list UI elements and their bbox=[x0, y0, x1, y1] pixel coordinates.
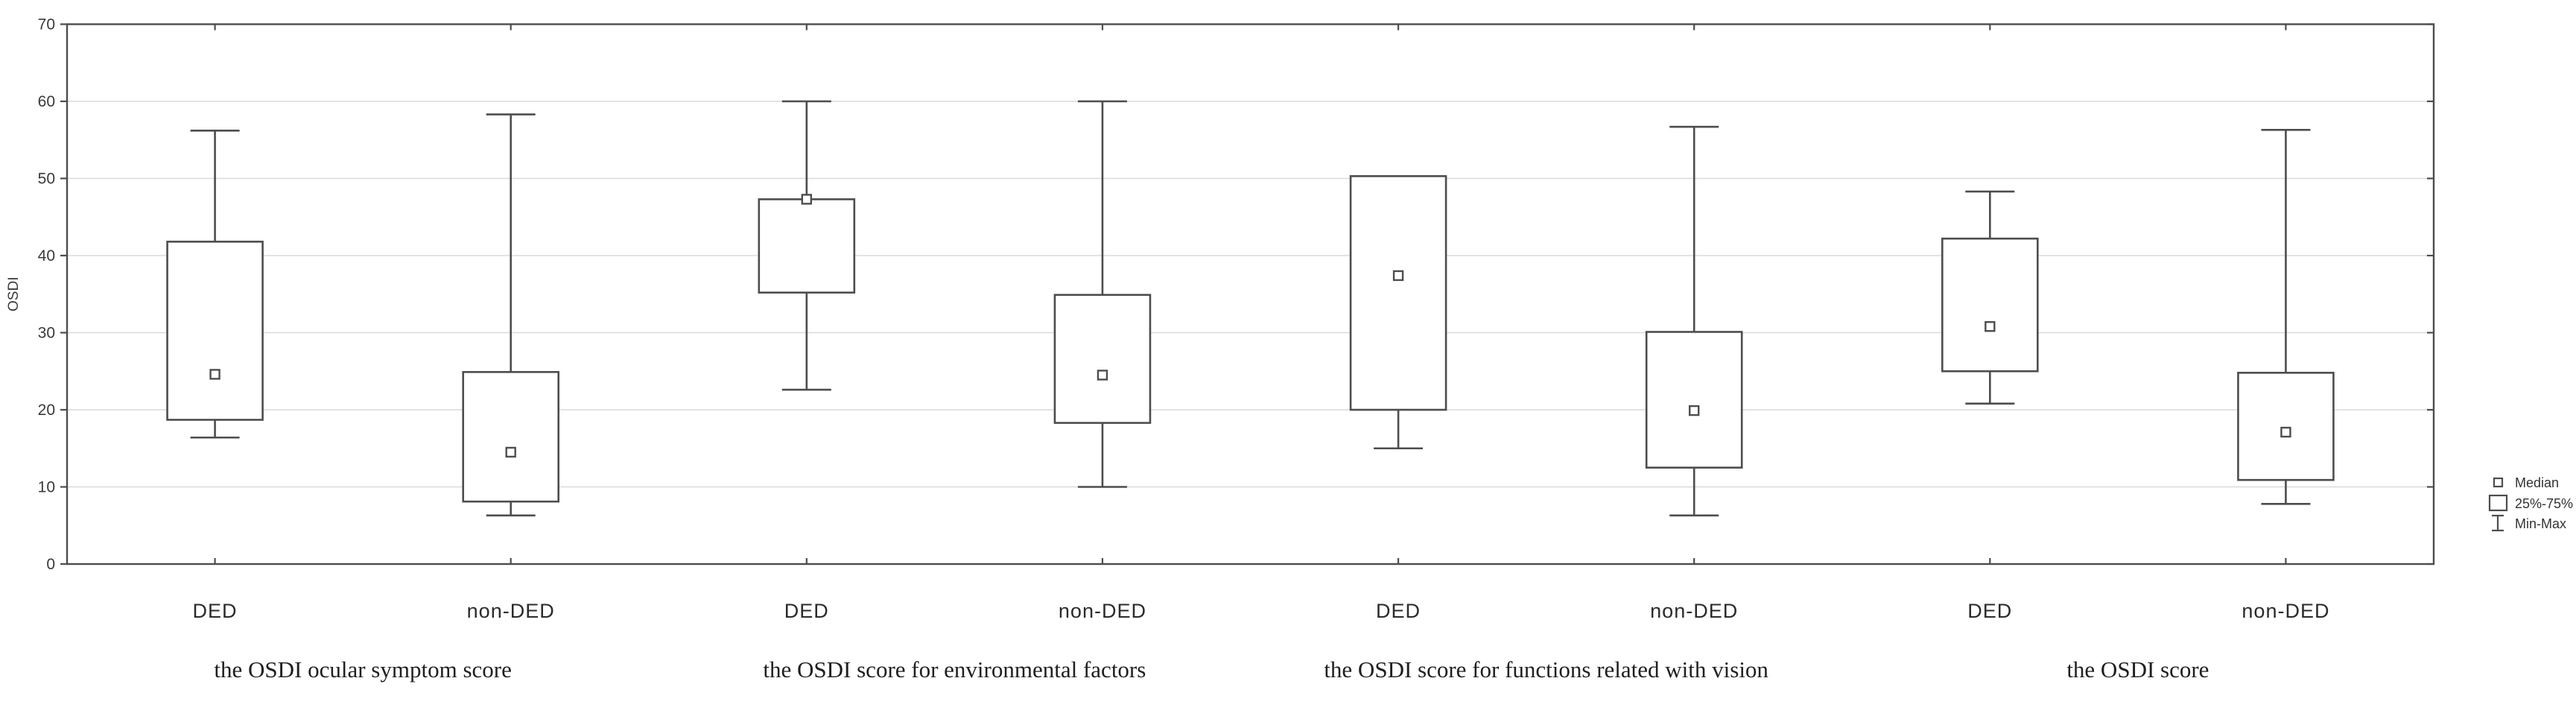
legend-iqr-label: 25%-75% bbox=[2515, 496, 2573, 511]
box-plot-ded-group4-iqr-box bbox=[1941, 237, 2039, 373]
category-label-6: non-DED bbox=[1650, 600, 1738, 622]
group-label-2: the OSDI score for environmental factors bbox=[763, 656, 1146, 682]
legend-iqr-icon bbox=[2488, 494, 2508, 512]
y-tick-label-40: 40 bbox=[38, 247, 55, 265]
group-label-1: the OSDI ocular symptom score bbox=[214, 656, 511, 682]
box-plot-ded-group1-median-marker bbox=[209, 369, 221, 380]
category-label-4: non-DED bbox=[1059, 600, 1146, 622]
category-label-2: non-DED bbox=[467, 600, 555, 622]
category-label-7: DED bbox=[1967, 600, 2012, 622]
box-plot-non-ded-group4-iqr-box bbox=[2237, 372, 2335, 481]
box-plot-non-ded-group1-median-marker bbox=[505, 446, 516, 458]
box-plot-ded-group2-iqr-box bbox=[758, 198, 856, 294]
box-plot-ded-group3-median-marker bbox=[1392, 270, 1404, 282]
box-plot-ded-group3-iqr-box bbox=[1349, 175, 1447, 411]
group-label-4: the OSDI score bbox=[2066, 656, 2209, 682]
box-plot-non-ded-group2-iqr-box bbox=[1053, 294, 1152, 424]
category-label-1: DED bbox=[193, 600, 238, 622]
y-tick-label-30: 30 bbox=[38, 325, 55, 342]
box-plot-non-ded-group3-iqr-box bbox=[1645, 331, 1743, 469]
box-plot-non-ded-group1-iqr-box bbox=[462, 370, 559, 503]
y-tick-label-70: 70 bbox=[38, 16, 55, 34]
plot-border bbox=[66, 23, 2435, 566]
category-label-5: DED bbox=[1376, 600, 1421, 622]
group-label-3: the OSDI score for functions related wit… bbox=[1324, 656, 1768, 682]
box-plot-ded-group4-median-marker bbox=[1985, 321, 1996, 332]
y-tick-label-60: 60 bbox=[38, 93, 55, 110]
legend-range-label: Min-Max bbox=[2515, 516, 2566, 531]
box-plot-non-ded-group4-median-marker bbox=[2280, 426, 2291, 438]
box-plot-ded-group2-median-marker bbox=[801, 194, 813, 205]
y-tick-label-20: 20 bbox=[38, 402, 55, 419]
y-tick-label-0: 0 bbox=[46, 556, 55, 573]
box-plot-non-ded-group3-median-marker bbox=[1688, 405, 1700, 416]
category-label-8: non-DED bbox=[2242, 600, 2329, 622]
category-label-3: DED bbox=[784, 600, 829, 622]
legend-median-icon bbox=[2493, 477, 2504, 488]
box-plot-non-ded-group2-median-marker bbox=[1097, 370, 1108, 381]
y-tick-label-10: 10 bbox=[38, 479, 55, 496]
box-plot-ded-group1-iqr-box bbox=[166, 241, 264, 421]
y-axis-title: OSDI bbox=[6, 277, 22, 311]
y-tick-label-50: 50 bbox=[38, 171, 55, 188]
legend-median-label: Median bbox=[2515, 475, 2559, 490]
